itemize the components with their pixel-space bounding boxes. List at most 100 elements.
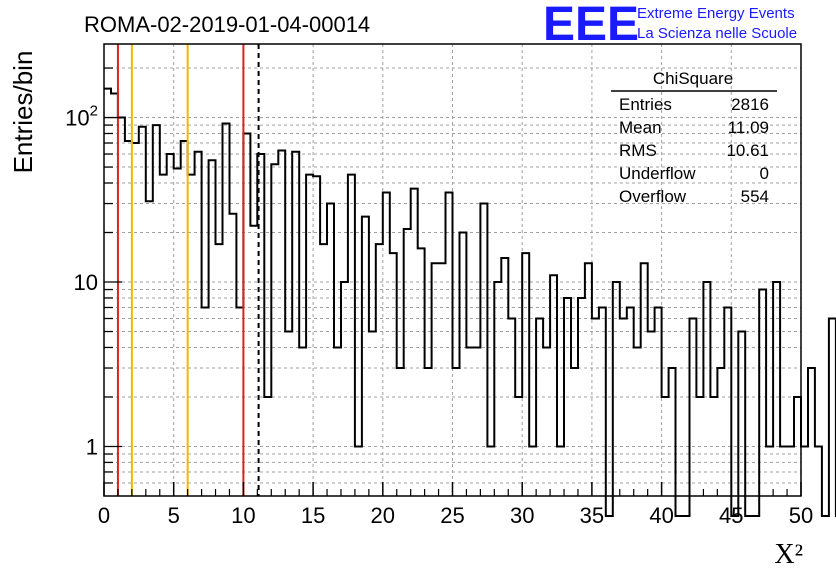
histogram-bin: [480, 204, 487, 496]
histogram-bin: [104, 89, 111, 496]
histogram-bin: [515, 397, 522, 496]
histogram-bin: [348, 175, 355, 496]
x-axis-label: X²: [774, 539, 803, 570]
histogram-bin: [195, 152, 202, 496]
histogram-bin: [236, 307, 243, 496]
histogram-bin: [648, 332, 655, 496]
histogram-bin: [264, 397, 271, 496]
y-axis-label: Entries/bin: [8, 51, 38, 174]
histogram-bin: [439, 263, 446, 496]
stats-label-underflow: Underflow: [619, 164, 696, 183]
stats-value-overflow: 554: [741, 187, 769, 206]
histogram-bin: [216, 244, 223, 496]
histogram-bin: [390, 253, 397, 496]
histogram-bin: [209, 160, 216, 496]
x-tick-label: 30: [510, 503, 534, 528]
histogram-bin: [453, 368, 460, 496]
stats-header: ChiSquare: [653, 69, 733, 88]
stats-value-underflow: 0: [760, 164, 769, 183]
histogram-bin: [292, 152, 299, 496]
histogram-bin: [536, 319, 543, 496]
histogram-bin: [153, 125, 160, 496]
x-tick-label: 5: [168, 503, 180, 528]
histogram-bin: [578, 298, 585, 496]
stats-label-overflow: Overflow: [619, 187, 687, 206]
histogram-bin: [383, 193, 390, 496]
x-tick-label: 50: [789, 503, 813, 528]
stats-value-rms: 10.61: [726, 141, 769, 160]
histogram-bin: [271, 164, 278, 496]
x-tick-label: 40: [649, 503, 673, 528]
stats-box: ChiSquare Entries 2816 Mean 11.09 RMS 10…: [611, 69, 777, 206]
x-tick-label: 25: [440, 503, 464, 528]
histogram-bin: [139, 127, 146, 496]
histogram-bin: [501, 258, 508, 496]
y-tick-label: 1: [86, 434, 98, 459]
histogram-bin: [459, 233, 466, 496]
histogram-bin: [620, 319, 627, 496]
histogram-bin: [146, 201, 153, 496]
stats-label-mean: Mean: [619, 118, 662, 137]
histogram-bin: [773, 282, 780, 496]
y-tick-label: 10: [74, 270, 98, 295]
histogram-bin: [299, 347, 306, 496]
stats-label-rms: RMS: [619, 141, 657, 160]
histogram-bin: [202, 307, 209, 496]
histogram-bin: [355, 446, 362, 496]
histogram-bin: [418, 248, 425, 496]
histogram-bin: [738, 332, 745, 496]
histogram-bin: [710, 397, 717, 496]
x-tick-label: 35: [580, 503, 604, 528]
histogram-bin: [829, 319, 836, 496]
histogram-bin: [222, 124, 229, 496]
histogram-bin: [717, 368, 724, 496]
x-tick-label: 20: [371, 503, 395, 528]
histogram-bin: [466, 347, 473, 496]
histogram-bin: [759, 290, 766, 496]
histogram-outline: [104, 87, 836, 517]
logo-line-2: La Scienza nelle Scuole: [637, 25, 797, 42]
histogram-bin: [278, 151, 285, 496]
histogram-bin: [285, 332, 292, 496]
histogram-bin: [634, 347, 641, 496]
histogram-bin: [446, 193, 453, 496]
x-tick-label: 0: [98, 503, 110, 528]
histogram-bin: [306, 175, 313, 496]
stats-value-mean: 11.09: [728, 118, 769, 137]
y-tick-label: 102: [65, 103, 98, 131]
histogram-bin: [473, 347, 480, 496]
histogram-bin: [571, 368, 578, 496]
histogram-bin: [243, 133, 250, 496]
histogram-bin: [250, 226, 257, 496]
logo-mark: EEE: [543, 0, 639, 51]
histogram-bin: [564, 298, 571, 496]
axis-ticks: 0 5 10 15 20 25 30 35 40 45 50 1 10 102: [65, 67, 813, 528]
histogram-bin: [766, 446, 773, 496]
histogram-bin: [341, 282, 348, 496]
histogram-bin: [669, 368, 676, 496]
histogram-bin: [229, 214, 236, 496]
histogram-bin: [327, 204, 334, 496]
histogram-bin: [585, 263, 592, 496]
histogram-bin: [125, 141, 132, 496]
marker-lines: [116, 44, 260, 496]
histogram-bin: [432, 263, 439, 496]
histogram-bin: [397, 368, 404, 496]
histogram-bin: [808, 368, 815, 496]
histogram-bin: [188, 175, 195, 496]
chart-title: ROMA-02-2019-01-04-00014: [84, 12, 370, 37]
histogram-bin: [550, 275, 557, 496]
histogram-bin: [334, 347, 341, 496]
histogram-bin: [494, 282, 501, 496]
histogram-bin: [703, 282, 710, 496]
histogram-bin: [724, 307, 731, 496]
x-tick-label: 45: [719, 503, 743, 528]
histogram-bin: [794, 397, 801, 496]
histogram-bin: [627, 307, 634, 496]
histogram-bin: [118, 118, 125, 496]
histogram-bin: [411, 189, 418, 496]
histogram-bin: [787, 446, 794, 496]
histogram-bin: [362, 217, 369, 496]
histogram-bin: [369, 332, 376, 496]
